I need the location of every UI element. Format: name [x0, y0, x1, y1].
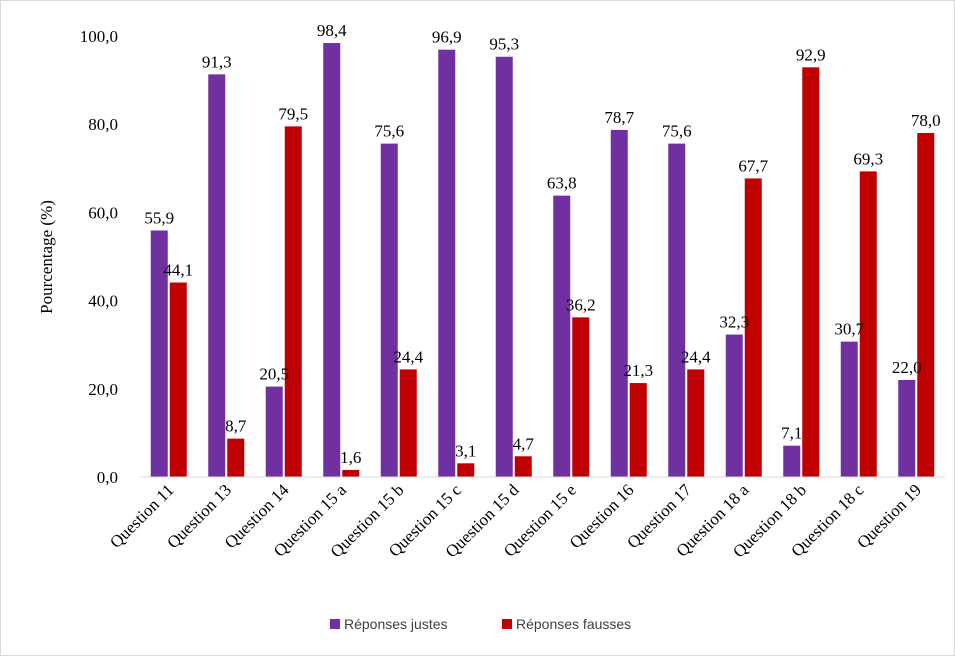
bar-justes — [898, 379, 916, 477]
legend-swatch — [330, 619, 340, 629]
data-label: 22,0 — [892, 358, 922, 377]
data-label: 8,7 — [225, 417, 247, 436]
bar-justes — [380, 143, 398, 477]
data-label: 69,3 — [853, 149, 883, 168]
data-label: 98,4 — [317, 21, 347, 40]
bar-fausses — [514, 456, 532, 477]
legend-swatch — [502, 619, 512, 629]
data-label: 67,7 — [738, 156, 768, 175]
data-label: 44,1 — [163, 261, 193, 280]
data-label: 91,3 — [202, 52, 232, 71]
bar-justes — [150, 230, 168, 477]
y-tick-label: 100,0 — [80, 27, 118, 46]
data-label: 4,7 — [513, 434, 535, 453]
y-tick-label: 0,0 — [97, 468, 118, 487]
bars — [150, 43, 935, 478]
bar-fausses — [859, 171, 877, 477]
y-ticks: 0,0 20,0 40,0 60,0 80,0 100,0 — [80, 27, 118, 487]
y-tick-label: 80,0 — [88, 115, 118, 134]
bar-justes — [610, 129, 628, 478]
legend-label: Réponses fausses — [516, 616, 631, 632]
bar-fausses — [572, 317, 590, 477]
bar-justes — [840, 341, 858, 477]
bar-justes — [265, 386, 283, 477]
data-label: 1,6 — [340, 448, 361, 467]
data-label: 79,5 — [278, 104, 308, 123]
data-labels: 55,9 91,3 20,5 98,4 75,6 96,9 95,3 63,8 78,7 75,6… — [144, 21, 940, 467]
data-label: 7,1 — [781, 424, 802, 443]
data-label: 96,9 — [432, 28, 462, 47]
data-label: 21,3 — [623, 361, 653, 380]
bar-justes — [553, 195, 571, 477]
data-label: 78,7 — [604, 108, 634, 127]
bar-justes — [495, 56, 513, 478]
bar-fausses — [399, 369, 417, 477]
bar-fausses — [457, 463, 475, 477]
data-label: 32,3 — [719, 313, 749, 332]
data-label: 78,0 — [911, 111, 941, 130]
bar-justes — [725, 334, 743, 477]
data-label: 36,2 — [566, 295, 596, 314]
legend-label: Réponses justes — [344, 616, 448, 632]
y-tick-label: 60,0 — [88, 203, 118, 222]
data-label: 63,8 — [547, 174, 577, 193]
data-label: 20,5 — [259, 365, 289, 384]
data-label: 24,4 — [681, 347, 711, 366]
legend: Réponses justes Réponses fausses — [330, 616, 631, 632]
bar-justes — [438, 49, 456, 478]
data-label: 75,6 — [662, 122, 692, 141]
y-tick-label: 40,0 — [88, 292, 118, 311]
data-label: 75,6 — [374, 122, 404, 141]
bar-fausses — [802, 67, 820, 477]
bar-justes — [668, 143, 686, 477]
bar-fausses — [744, 178, 762, 477]
data-label: 3,1 — [455, 441, 476, 460]
bar-fausses — [284, 126, 302, 477]
data-label: 95,3 — [489, 35, 519, 54]
bar-fausses — [169, 282, 187, 477]
y-axis-label-group: Pourcentage (%) — [37, 200, 56, 314]
y-tick-label: 20,0 — [88, 380, 118, 399]
data-label: 55,9 — [144, 208, 174, 227]
data-label: 92,9 — [796, 45, 826, 64]
data-label: 30,7 — [834, 320, 864, 339]
bar-justes — [323, 43, 341, 477]
bar-justes — [783, 445, 801, 477]
bar-justes — [208, 74, 226, 477]
bar-fausses — [687, 369, 705, 477]
bar-fausses — [917, 133, 935, 477]
y-axis-label: Pourcentage (%) — [37, 200, 56, 314]
bar-fausses — [342, 469, 360, 477]
bar-fausses — [629, 383, 647, 477]
data-label: 24,4 — [393, 347, 423, 366]
bar-fausses — [227, 438, 245, 477]
